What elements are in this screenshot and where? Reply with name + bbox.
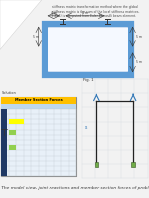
Bar <box>95 162 98 167</box>
FancyBboxPatch shape <box>48 28 128 71</box>
Text: 4 m: 4 m <box>51 11 57 15</box>
FancyBboxPatch shape <box>1 109 7 176</box>
Text: 15: 15 <box>84 126 88 130</box>
FancyBboxPatch shape <box>1 104 76 109</box>
Text: Solution: Solution <box>1 91 16 95</box>
Text: stiffness matrix transformation method where the global
stiffness matrix is the : stiffness matrix transformation method w… <box>52 5 140 18</box>
FancyBboxPatch shape <box>9 119 16 124</box>
Text: Figure 3 The model view, joint reactions and member section forces of problem F2: Figure 3 The model view, joint reactions… <box>0 186 149 190</box>
FancyBboxPatch shape <box>9 145 16 150</box>
Text: Member Section Forces: Member Section Forces <box>15 98 63 103</box>
Text: 5 m: 5 m <box>136 60 142 64</box>
Text: Fig. 1: Fig. 1 <box>83 78 94 82</box>
FancyBboxPatch shape <box>1 97 76 104</box>
Text: 5 m: 5 m <box>136 35 142 39</box>
FancyBboxPatch shape <box>2 98 77 177</box>
Polygon shape <box>0 0 42 50</box>
Text: 5 m: 5 m <box>33 35 39 39</box>
Bar <box>131 162 135 167</box>
FancyBboxPatch shape <box>45 24 131 75</box>
FancyBboxPatch shape <box>9 130 16 135</box>
Text: 4 m: 4 m <box>82 11 88 15</box>
FancyBboxPatch shape <box>1 97 76 176</box>
FancyBboxPatch shape <box>16 119 24 124</box>
